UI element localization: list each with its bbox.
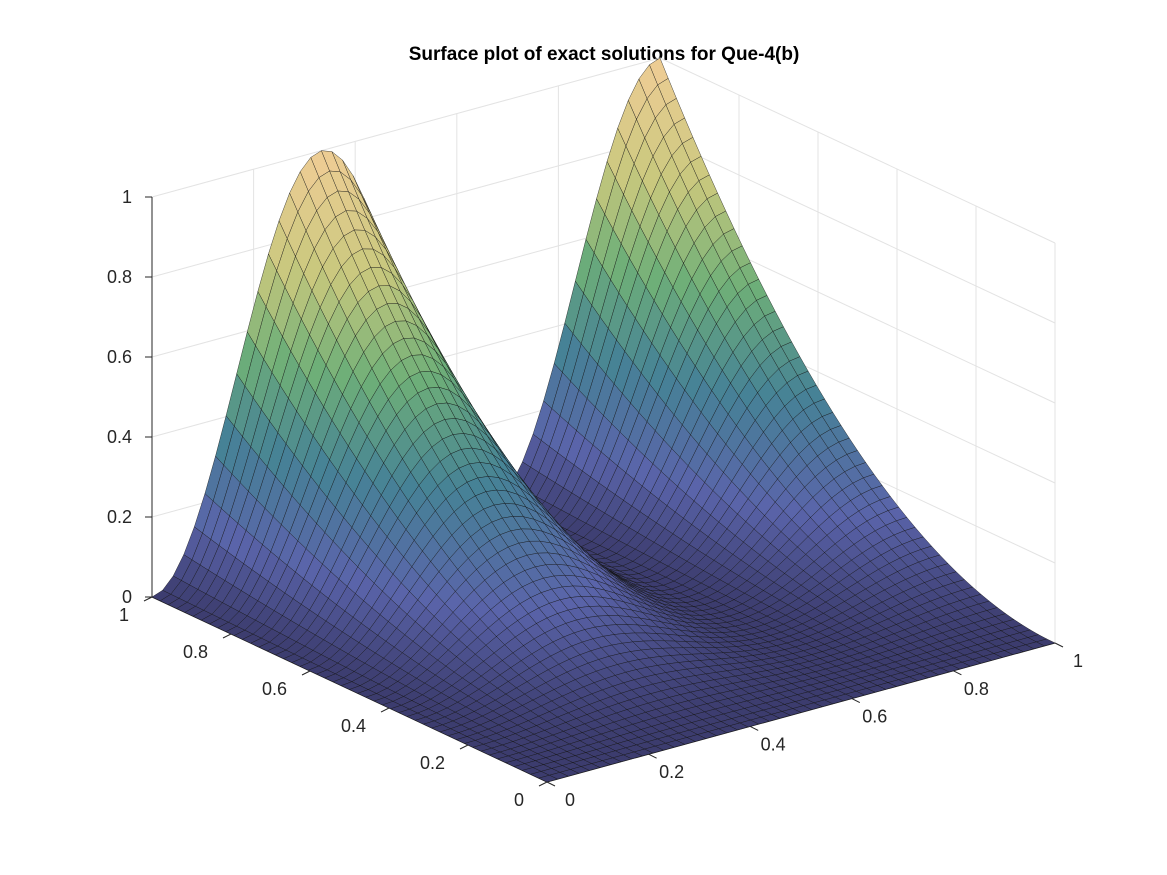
y-tick-mark bbox=[143, 596, 153, 602]
x-tick-label: 0.2 bbox=[659, 762, 684, 782]
x-tick-mark bbox=[953, 670, 962, 676]
grid-line bbox=[151, 137, 661, 278]
x-tick-mark bbox=[648, 753, 657, 759]
y-tick-mark bbox=[380, 707, 390, 713]
y-tick-mark bbox=[538, 781, 548, 787]
x-tick-label: 0.8 bbox=[964, 679, 989, 699]
y-tick-mark bbox=[301, 670, 311, 676]
y-tick-mark bbox=[459, 744, 469, 750]
z-tick-label: 1 bbox=[122, 187, 132, 207]
x-tick-mark bbox=[749, 725, 759, 731]
z-tick-label: 0.2 bbox=[107, 507, 132, 527]
x-tick-mark bbox=[1054, 642, 1064, 648]
tick-labels: 0 0 0 0.2 0.2 0.2 0.4 0.4 0.4 0.6 0.6 0.6 0.8 0.8 0.8 1… bbox=[107, 187, 1083, 810]
x-tick-mark bbox=[546, 781, 556, 787]
y-tick-label: 0.8 bbox=[183, 642, 208, 662]
x-tick-label: 0 bbox=[565, 790, 575, 810]
z-tick-label: 0.4 bbox=[107, 427, 132, 447]
z-tick-label: 0 bbox=[122, 587, 132, 607]
y-tick-label: 0.6 bbox=[262, 679, 287, 699]
surface-facet bbox=[538, 775, 559, 783]
z-tick-label: 0.8 bbox=[107, 267, 132, 287]
y-tick-label: 0.4 bbox=[341, 716, 366, 736]
z-tick-label: 0.6 bbox=[107, 347, 132, 367]
y-tick-label: 0 bbox=[514, 790, 524, 810]
x-tick-mark bbox=[851, 698, 861, 704]
y-tick-label: 1 bbox=[119, 605, 129, 625]
grid-line bbox=[659, 137, 1056, 324]
grid-line bbox=[151, 57, 661, 198]
grid-line bbox=[659, 57, 1056, 244]
surface bbox=[151, 57, 1056, 783]
x-tick-label: 1 bbox=[1073, 651, 1083, 671]
y-tick-mark bbox=[222, 633, 232, 639]
y-tick-label: 0.2 bbox=[420, 753, 445, 773]
x-tick-label: 0.6 bbox=[862, 707, 887, 727]
chart-title: Surface plot of exact solutions for Que-… bbox=[409, 44, 800, 65]
x-tick-label: 0.4 bbox=[761, 734, 786, 754]
